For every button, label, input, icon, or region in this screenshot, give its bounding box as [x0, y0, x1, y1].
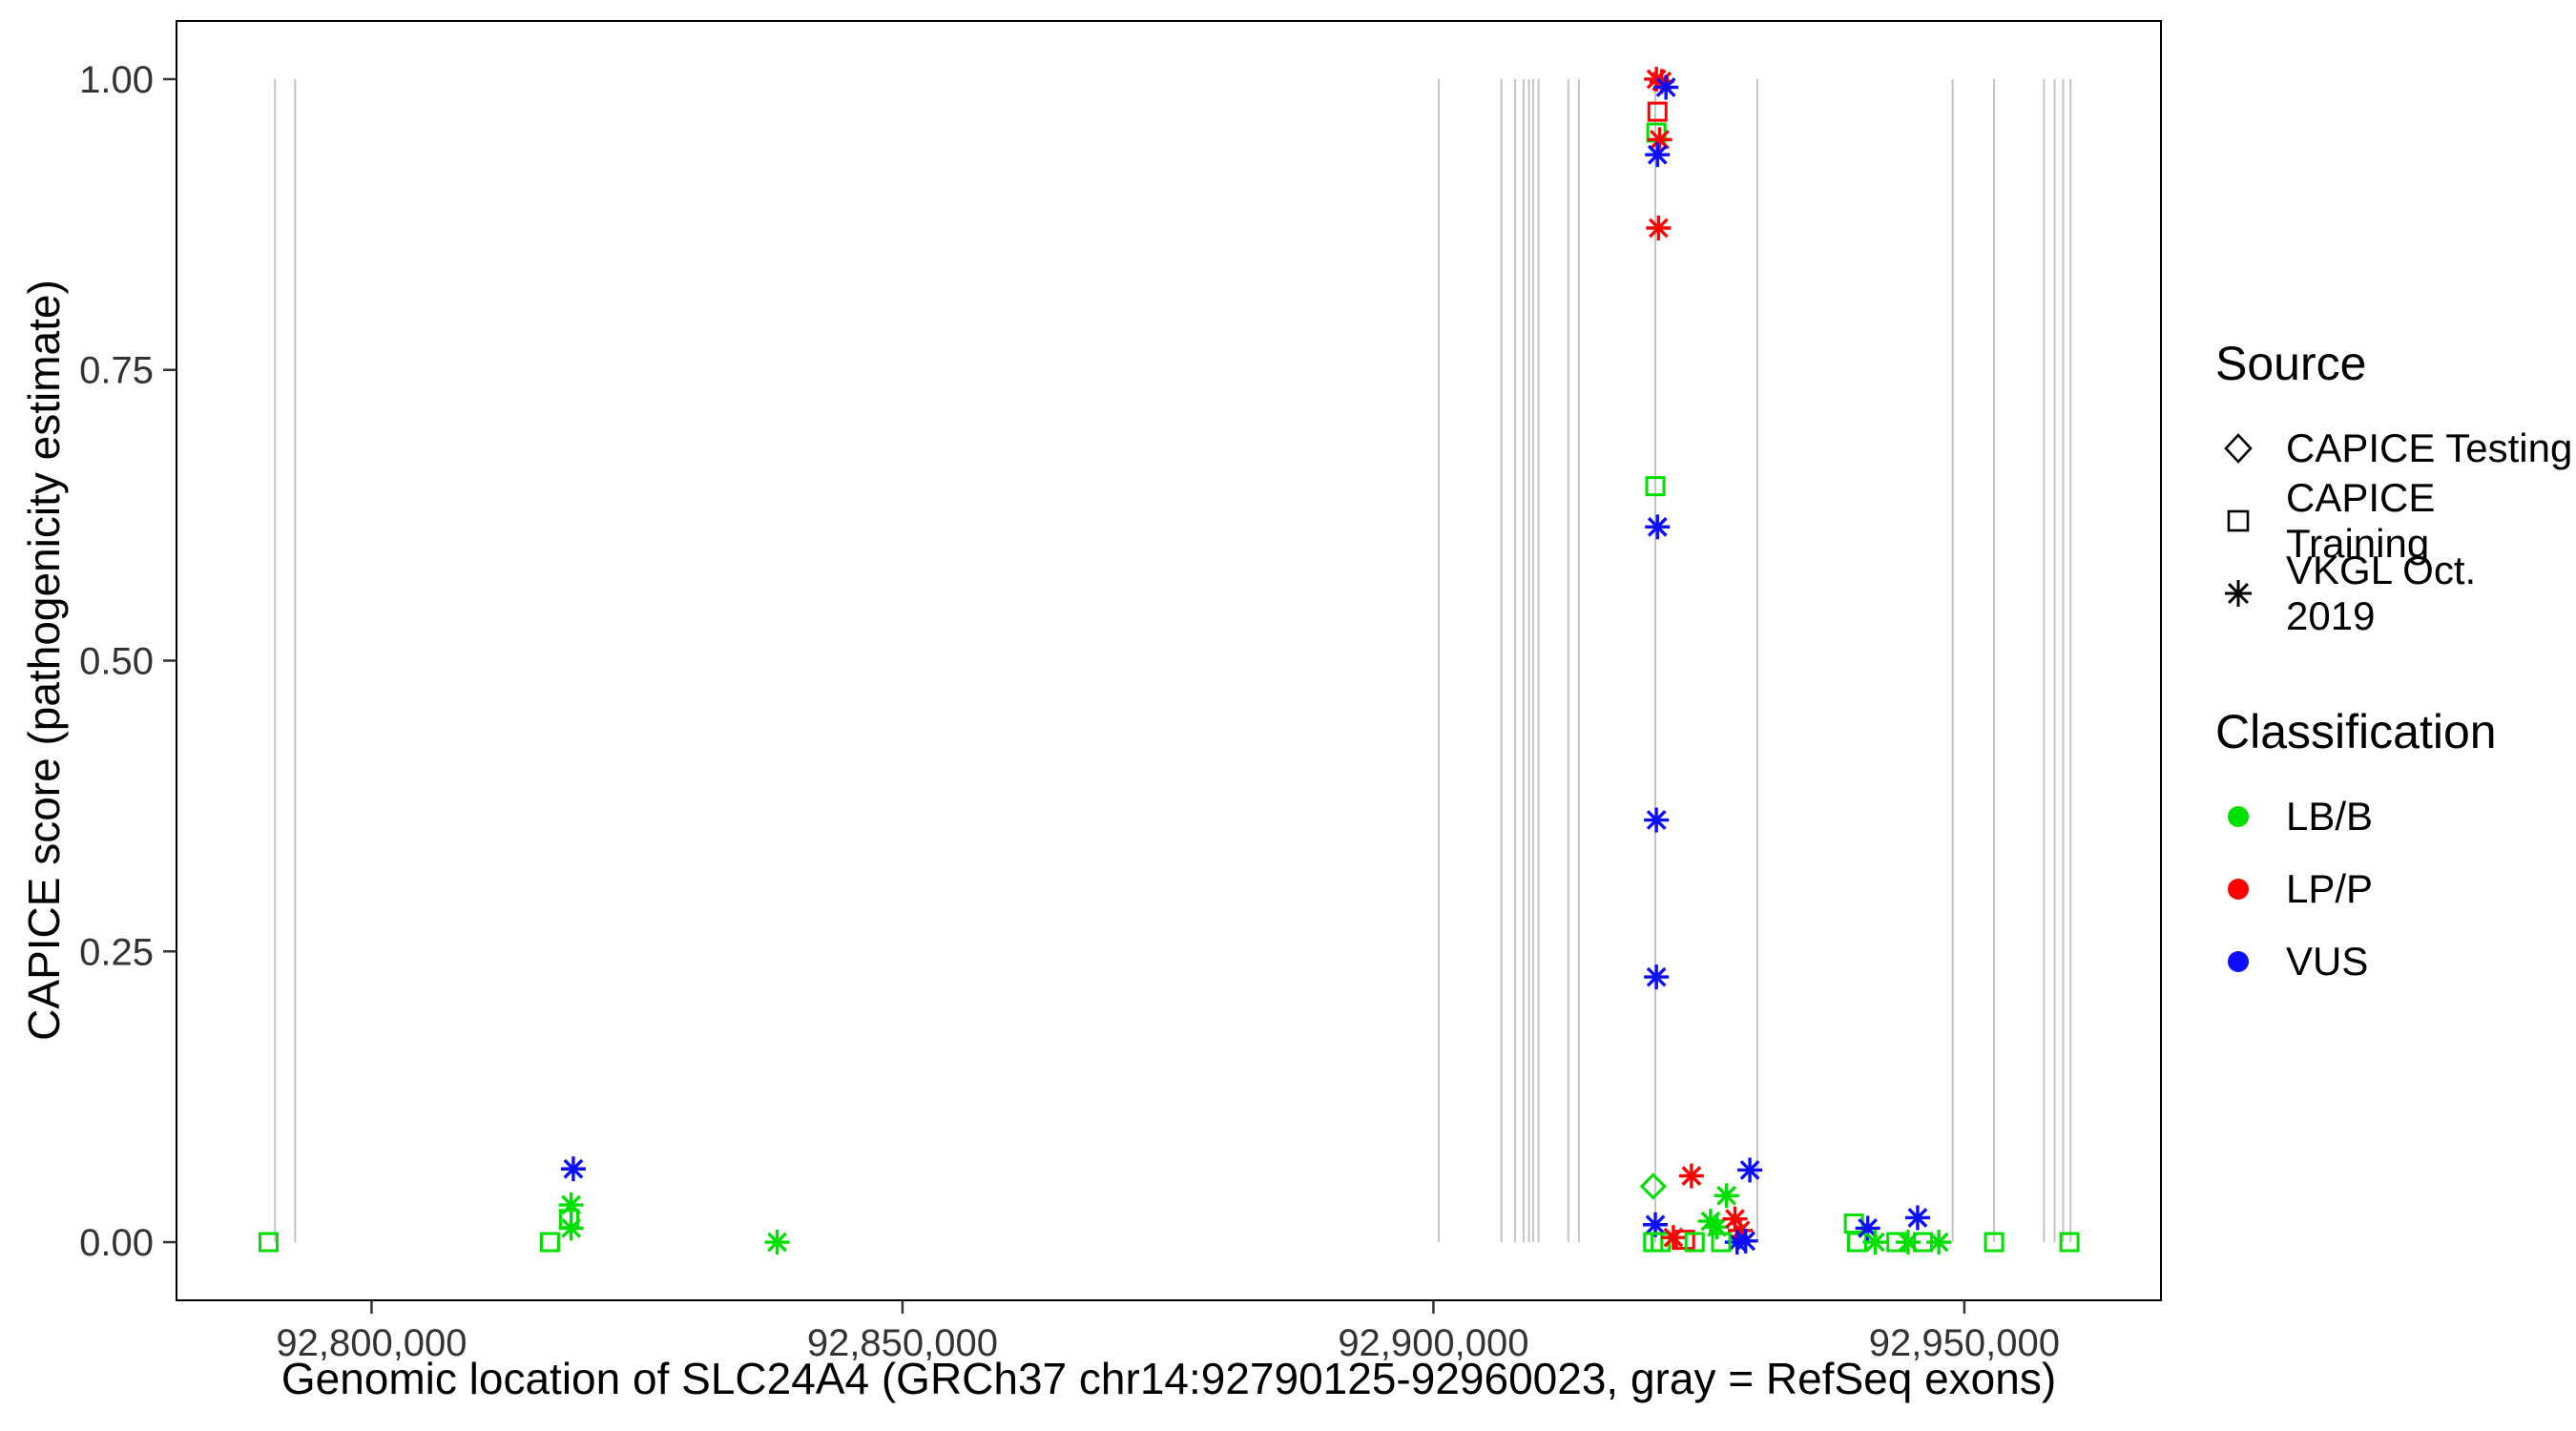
- data-point: [1639, 1172, 1667, 1200]
- data-point: [558, 1215, 584, 1241]
- y-tick-label: 0.00: [79, 1222, 154, 1264]
- data-point: [1646, 215, 1672, 240]
- y-tick-label: 0.50: [79, 641, 154, 683]
- x-tick-label: 92,850,000: [807, 1322, 998, 1364]
- data-point: [539, 1232, 560, 1253]
- data-point: [1711, 1232, 1732, 1253]
- legend-item-lbb: LB/B: [2215, 780, 2576, 853]
- y-tick-label: 1.00: [79, 59, 154, 101]
- y-tick-label: 0.25: [79, 931, 154, 973]
- legend-item-lpp: LP/P: [2215, 853, 2576, 925]
- red-circle-icon: [2228, 879, 2249, 900]
- panel-border: [176, 20, 2162, 1301]
- data-point: [1647, 101, 1668, 122]
- data-point: [1926, 1230, 1952, 1255]
- data-point: [1862, 1230, 1888, 1255]
- legend-label: VUS: [2286, 939, 2369, 984]
- square-marker-icon: [2227, 509, 2250, 532]
- legend-spacer: [2215, 630, 2576, 704]
- x-tick-label: 92,800,000: [276, 1322, 467, 1364]
- data-point: [1684, 1232, 1705, 1253]
- legend-source-title: Source: [2215, 337, 2367, 390]
- legend-label: LP/P: [2286, 866, 2374, 911]
- legend-item-capice-testing: CAPICE Testing: [2215, 412, 2576, 485]
- y-tick-label: 0.75: [79, 350, 154, 392]
- data-point: [1660, 1225, 1686, 1251]
- data-point: [258, 1232, 279, 1253]
- legend-item-vkgl: VKGL Oct. 2019: [2215, 548, 2576, 638]
- legend-item-capice-training: CAPICE Training: [2215, 475, 2576, 566]
- data-point: [560, 1156, 586, 1182]
- data-point: [1653, 74, 1679, 100]
- asterisk-marker-icon: [2225, 580, 2252, 607]
- legend-label: LB/B: [2286, 794, 2374, 839]
- data-point: [1644, 964, 1670, 990]
- blue-circle-icon: [2228, 951, 2249, 972]
- data-point: [1737, 1157, 1763, 1183]
- data-point: [764, 1230, 790, 1255]
- diamond-marker-icon: [2224, 433, 2253, 464]
- legend-label: CAPICE Training: [2286, 475, 2436, 566]
- data-point: [1678, 1163, 1704, 1189]
- data-point: [2059, 1232, 2080, 1253]
- data-point: [1733, 1228, 1758, 1254]
- legend-label: VKGL Oct. 2019: [2286, 548, 2477, 638]
- green-circle-icon: [2228, 806, 2249, 827]
- legend-item-vus: VUS: [2215, 925, 2576, 998]
- legend-classification-title: Classification: [2215, 705, 2497, 758]
- x-tick-label: 92,950,000: [1869, 1322, 2060, 1364]
- data-point: [1645, 142, 1671, 168]
- x-axis-title: Genomic location of SLC24A4 (GRCh37 chr1…: [280, 1354, 2057, 1403]
- x-tick-label: 92,900,000: [1338, 1322, 1528, 1364]
- data-point: [558, 1192, 584, 1218]
- data-point: [1714, 1183, 1739, 1209]
- y-axis-title: CAPICE score (pathogenicity estimate): [19, 280, 69, 1041]
- legend: Source CAPICE Testing CAPICE Training: [2215, 336, 2576, 998]
- data-point: [1904, 1205, 1930, 1231]
- data-point: [1984, 1232, 2005, 1253]
- legend-label: CAPICE Testing: [2286, 425, 2573, 470]
- data-point: [1645, 476, 1666, 497]
- data-point: [1644, 807, 1670, 833]
- data-point: [1645, 514, 1671, 540]
